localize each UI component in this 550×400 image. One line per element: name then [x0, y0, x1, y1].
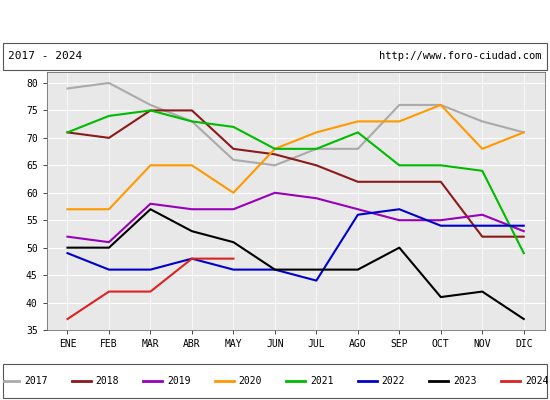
Text: 2018: 2018 [96, 376, 119, 386]
Text: http://www.foro-ciudad.com: http://www.foro-ciudad.com [379, 51, 542, 61]
Text: 2023: 2023 [453, 376, 477, 386]
Text: 2017: 2017 [24, 376, 47, 386]
Text: 2020: 2020 [239, 376, 262, 386]
Text: 2017 - 2024: 2017 - 2024 [8, 51, 82, 61]
Text: Evolucion del paro registrado en Ambite: Evolucion del paro registrado en Ambite [104, 14, 446, 28]
Text: 2021: 2021 [310, 376, 334, 386]
Text: 2022: 2022 [382, 376, 405, 386]
Text: 2024: 2024 [525, 376, 548, 386]
Text: 2019: 2019 [167, 376, 191, 386]
